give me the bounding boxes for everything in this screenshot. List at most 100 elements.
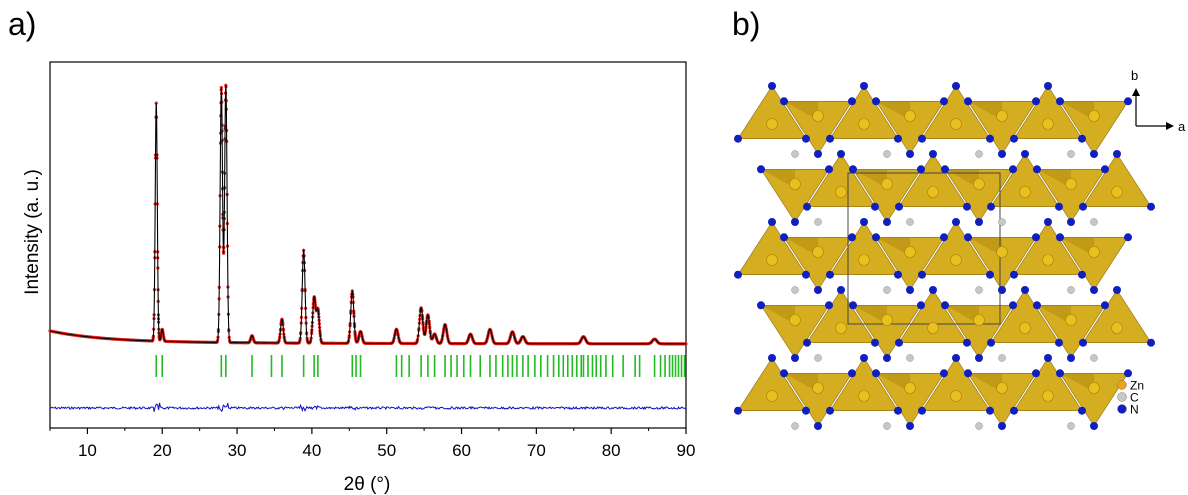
zn-atom	[858, 118, 870, 130]
zn-atom	[996, 110, 1008, 122]
n-atom	[906, 286, 914, 294]
n-atom	[837, 286, 845, 294]
n-atom	[998, 286, 1006, 294]
tetrahedron-facet	[945, 169, 979, 188]
n-atom	[757, 301, 765, 310]
n-atom	[1033, 301, 1041, 310]
c-atom	[883, 286, 891, 294]
c-atom	[998, 354, 1006, 362]
n-atom	[860, 354, 868, 362]
zn-atom	[927, 322, 939, 334]
n-atom	[768, 354, 776, 362]
tetrahedron	[921, 221, 991, 275]
panel-b-label: b)	[732, 6, 761, 42]
n-atom	[1010, 406, 1018, 415]
n-atom	[941, 165, 949, 174]
zn-atom	[835, 322, 847, 334]
n-atom	[918, 134, 926, 143]
n-atom	[814, 150, 822, 158]
zn-atom	[1042, 390, 1054, 402]
zn-atom	[904, 246, 916, 258]
zn-atom	[1042, 254, 1054, 266]
n-atom	[941, 301, 949, 310]
n-atom	[975, 354, 983, 362]
legend-swatch	[1117, 404, 1127, 414]
n-atom	[883, 218, 891, 226]
legend-swatch	[1117, 392, 1127, 402]
legend-label: C	[1130, 391, 1139, 405]
zn-atom	[766, 390, 778, 402]
zn-atom	[927, 186, 939, 198]
n-atom	[848, 369, 856, 378]
n-atom	[1044, 354, 1052, 362]
plot-frame	[49, 61, 687, 429]
n-atom	[849, 301, 857, 310]
n-atom	[1078, 270, 1086, 279]
zn-atom	[1042, 118, 1054, 130]
n-atom	[872, 369, 880, 378]
n-atom	[826, 270, 834, 279]
zn-atom	[973, 178, 985, 190]
c-atom	[791, 422, 799, 430]
c-atom	[1067, 422, 1075, 430]
n-atom	[848, 97, 856, 106]
tetrahedron-facet	[968, 373, 1002, 392]
zn-atom	[881, 178, 893, 190]
n-atom	[917, 301, 925, 310]
panel-a-label: a)	[8, 6, 37, 42]
tetrahedron	[829, 85, 899, 139]
c-atom	[1090, 354, 1098, 362]
tetrahedron	[1036, 305, 1106, 359]
axis-a-label: a	[1178, 119, 1186, 134]
n-atom	[963, 338, 971, 347]
c-atom	[906, 354, 914, 362]
zn-atom	[1111, 322, 1123, 334]
n-atom	[1055, 338, 1063, 347]
xrd-chart: 10 20 30 40 50 60 70 80 90 2θ (°) Intensity (a. …	[22, 61, 695, 495]
n-atom	[1010, 270, 1018, 279]
n-atom	[1010, 134, 1018, 143]
n-atom	[1090, 150, 1098, 158]
zn-atom	[1065, 178, 1077, 190]
n-atom	[1056, 369, 1064, 378]
n-atom	[906, 150, 914, 158]
n-atom	[1067, 218, 1075, 226]
zn-atom	[950, 118, 962, 130]
tetrahedron-facet	[784, 373, 818, 392]
difference-curve	[49, 402, 687, 413]
n-atom	[1021, 150, 1029, 158]
n-atom	[940, 97, 948, 106]
tetrahedron	[737, 85, 807, 139]
c-atom	[883, 150, 891, 158]
n-atom	[895, 338, 903, 347]
tetrahedron-facet	[761, 169, 795, 188]
tetrahedron-facet	[853, 169, 887, 188]
c-atom	[906, 218, 914, 226]
x-axis-label: 2θ (°)	[344, 474, 391, 495]
n-atom	[1032, 369, 1040, 378]
zn-atom	[1065, 314, 1077, 326]
zn-atom	[973, 314, 985, 326]
tetrahedron	[1013, 221, 1083, 275]
n-atom	[848, 233, 856, 242]
legend-swatch	[1117, 380, 1127, 390]
c-atom	[1067, 286, 1075, 294]
n-atom	[825, 301, 833, 310]
n-atom	[894, 270, 902, 279]
y-axis-label: Intensity (a. u.)	[22, 169, 43, 295]
zn-atom	[766, 254, 778, 266]
n-atom	[964, 233, 972, 242]
zn-atom	[950, 390, 962, 402]
zn-atom	[904, 382, 916, 394]
c-atom	[1090, 218, 1098, 226]
observed-calculated-curves	[48, 83, 688, 346]
axis-b-label: b	[1131, 68, 1138, 83]
n-atom	[1113, 286, 1121, 294]
n-atom	[1113, 150, 1121, 158]
legend-label: Zn	[1130, 379, 1144, 393]
n-atom	[1124, 97, 1132, 106]
tetrahedron	[944, 305, 1014, 359]
n-atom	[871, 338, 879, 347]
n-atom	[929, 286, 937, 294]
n-atom	[1009, 165, 1017, 174]
